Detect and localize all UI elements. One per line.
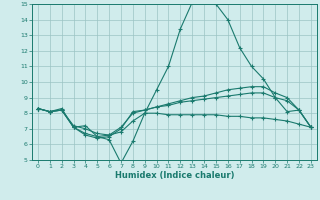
X-axis label: Humidex (Indice chaleur): Humidex (Indice chaleur) <box>115 171 234 180</box>
